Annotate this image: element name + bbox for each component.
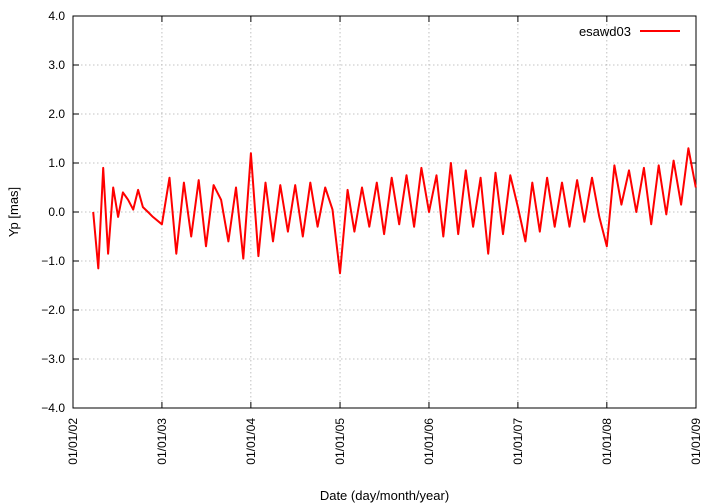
y-tick-label: 2.0 [48, 107, 65, 121]
y-tick-label: 1.0 [48, 156, 65, 170]
y-axis: −4.0 −3.0 −2.0 −1.0 0.0 1.0 2.0 3.0 4.0 [41, 9, 696, 415]
y-tick-label: −4.0 [41, 401, 65, 415]
x-tick-label: 01/01/09 [689, 418, 703, 465]
y-tick-label: 0.0 [48, 205, 65, 219]
x-axis: 01/01/02 01/01/03 01/01/04 01/01/05 01/01/06… [66, 16, 703, 465]
x-tick-label: 01/01/08 [600, 418, 614, 465]
series-line-esawd03 [92, 147, 697, 275]
x-tick-label: 01/01/07 [511, 418, 525, 465]
x-tick-label: 01/01/02 [66, 418, 80, 465]
y-axis-title: Yp [mas] [6, 187, 21, 237]
x-tick-label: 01/01/06 [422, 418, 436, 465]
x-axis-title: Date (day/month/year) [320, 488, 449, 503]
x-tick-label: 01/01/04 [244, 418, 258, 465]
series-layer [92, 147, 697, 275]
y-tick-label: 3.0 [48, 58, 65, 72]
y-tick-label: −2.0 [41, 303, 65, 317]
y-tick-label: 4.0 [48, 9, 65, 23]
legend-label-esawd03: esawd03 [579, 24, 631, 39]
x-tick-label: 01/01/03 [155, 418, 169, 465]
legend: esawd03 [579, 24, 680, 39]
y-tick-label: −3.0 [41, 352, 65, 366]
x-tick-label: 01/01/05 [333, 418, 347, 465]
y-tick-label: −1.0 [41, 254, 65, 268]
grid-lines [73, 16, 696, 408]
